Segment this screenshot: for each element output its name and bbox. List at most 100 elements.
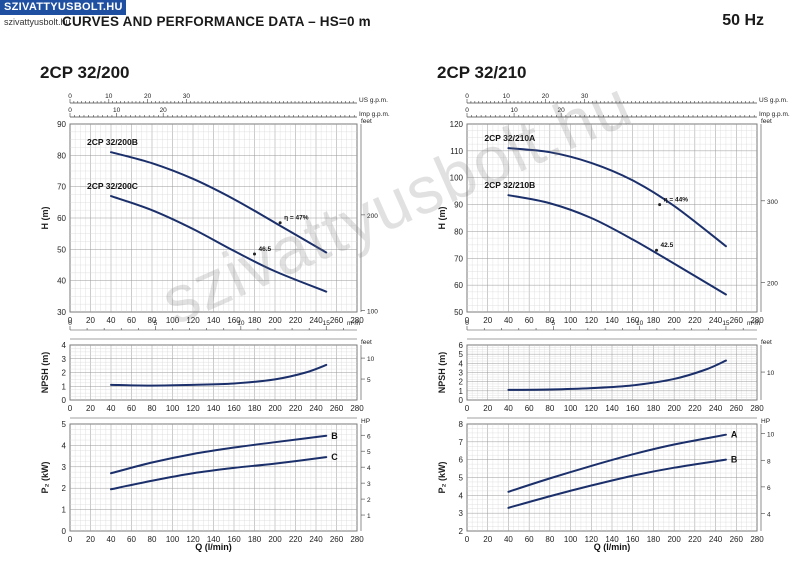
y-tick-label: 6 (459, 341, 464, 350)
x-tick-label: 0 (68, 316, 73, 325)
x-tick-label: 80 (148, 404, 157, 413)
y-tick-label: 2 (62, 484, 67, 493)
efficiency-annotation: η = 47% (284, 215, 309, 222)
y-tick-label: 0 (62, 527, 67, 536)
m3h-axis-tick-label: 10 (237, 320, 245, 327)
series-line-0-0 (110, 151, 328, 254)
x-tick-label: 140 (207, 404, 221, 413)
m3h-axis-tick-label: 15 (323, 320, 331, 327)
x-tick-label: 200 (268, 535, 282, 544)
x-tick-label: 260 (330, 535, 344, 544)
series-line-2-0 (507, 433, 727, 493)
right-axis-tick-label: 100 (367, 308, 378, 315)
x-tick-label: 120 (186, 404, 200, 413)
x-tick-label: 200 (667, 535, 681, 544)
y-tick-label: 90 (57, 120, 66, 129)
x-tick-label: 100 (166, 535, 180, 544)
y-tick-label: 4 (459, 359, 464, 368)
x-tick-label: 60 (525, 404, 534, 413)
chart-title-left: 2CP 32/200 (40, 63, 130, 82)
y-tick-label: 4 (459, 491, 464, 500)
x-tick-label: 260 (330, 316, 344, 325)
series-line-2-1 (507, 458, 727, 509)
right-axis-unit: HP (761, 418, 770, 425)
top-axis-tick-label: 20 (542, 93, 550, 100)
brand-logo: SZIVATTYUSBOLT.HU (0, 0, 126, 15)
right-axis-tick-label: 5 (367, 377, 371, 384)
x-tick-label: 120 (585, 404, 599, 413)
top-axis-tick-label: 0 (68, 93, 72, 100)
frequency-label: 50 Hz (722, 12, 764, 29)
page-title: CURVES AND PERFORMANCE DATA – HS=0 m (62, 14, 371, 29)
m3h-axis-tick-label: 10 (636, 320, 644, 327)
y-tick-label: 50 (454, 308, 463, 317)
x-tick-label: 60 (127, 535, 136, 544)
x-tick-label: 180 (647, 404, 661, 413)
right-axis-tick-label: 8 (767, 458, 771, 465)
series-line-0-0 (507, 147, 727, 248)
x-tick-label: 240 (309, 404, 323, 413)
x-axis-label: Q (l/min) (195, 542, 232, 552)
x-tick-label: 120 (585, 316, 599, 325)
y-tick-label: 100 (450, 174, 464, 183)
x-tick-label: 100 (166, 404, 180, 413)
x-tick-label: 20 (86, 316, 95, 325)
series-label: B (731, 455, 738, 465)
y-axis-label: H (m) (40, 207, 50, 230)
x-tick-label: 140 (207, 316, 221, 325)
x-tick-label: 220 (289, 316, 303, 325)
top-axis-tick-label: 10 (113, 107, 121, 114)
y-tick-label: 4 (62, 441, 67, 450)
x-tick-label: 260 (330, 404, 344, 413)
x-tick-label: 100 (564, 404, 578, 413)
y-axis-label: NPSH (m) (40, 352, 50, 394)
m3h-axis-unit: m³/h (747, 320, 760, 327)
x-tick-label: 160 (227, 535, 241, 544)
y-tick-label: 0 (62, 396, 67, 405)
x-tick-label: 100 (564, 316, 578, 325)
y-tick-label: 1 (62, 382, 67, 391)
top-axis-tick-label: 20 (558, 107, 566, 114)
right-axis-unit: HP (361, 418, 370, 425)
y-tick-label: 50 (57, 245, 66, 254)
m3h-axis-tick-label: 15 (722, 320, 730, 327)
y-tick-label: 120 (450, 120, 464, 129)
series-label: A (731, 430, 738, 440)
right-axis-tick-label: 6 (367, 433, 371, 440)
y-tick-label: 8 (459, 420, 464, 429)
y-tick-label: 70 (57, 183, 66, 192)
y-axis-label: H (m) (437, 207, 447, 230)
right-axis-unit: feet (361, 118, 372, 125)
x-tick-label: 60 (127, 404, 136, 413)
x-tick-label: 100 (166, 316, 180, 325)
x-tick-label: 140 (605, 404, 619, 413)
x-tick-label: 280 (750, 316, 764, 325)
x-tick-label: 0 (68, 404, 73, 413)
efficiency-annotation: η = 44% (664, 197, 689, 204)
series-label: 2CP 32/200C (87, 181, 138, 191)
series-label: 2CP 32/210B (484, 180, 535, 190)
y-tick-label: 1 (459, 387, 464, 396)
x-tick-label: 220 (688, 316, 702, 325)
series-line-0-1 (507, 194, 727, 296)
right-axis-tick-label: 200 (767, 280, 778, 287)
x-tick-label: 20 (86, 535, 95, 544)
x-axis-label: Q (l/min) (594, 542, 631, 552)
y-tick-label: 3 (459, 369, 464, 378)
x-tick-label: 180 (248, 316, 262, 325)
x-tick-label: 20 (86, 404, 95, 413)
efficiency-annotation: 46.5 (259, 246, 272, 253)
x-tick-label: 220 (688, 535, 702, 544)
x-tick-label: 160 (626, 404, 640, 413)
y-tick-label: 5 (459, 350, 464, 359)
x-tick-label: 0 (465, 316, 470, 325)
y-tick-label: 70 (454, 254, 463, 263)
y-tick-label: 3 (62, 463, 67, 472)
top-axis-tick-label: 30 (183, 93, 191, 100)
x-tick-label: 20 (483, 535, 492, 544)
x-tick-label: 160 (626, 316, 640, 325)
x-tick-label: 40 (107, 535, 116, 544)
series-line-2-1 (110, 456, 328, 491)
x-tick-label: 80 (148, 535, 157, 544)
right-axis-tick-label: 2 (367, 497, 371, 504)
